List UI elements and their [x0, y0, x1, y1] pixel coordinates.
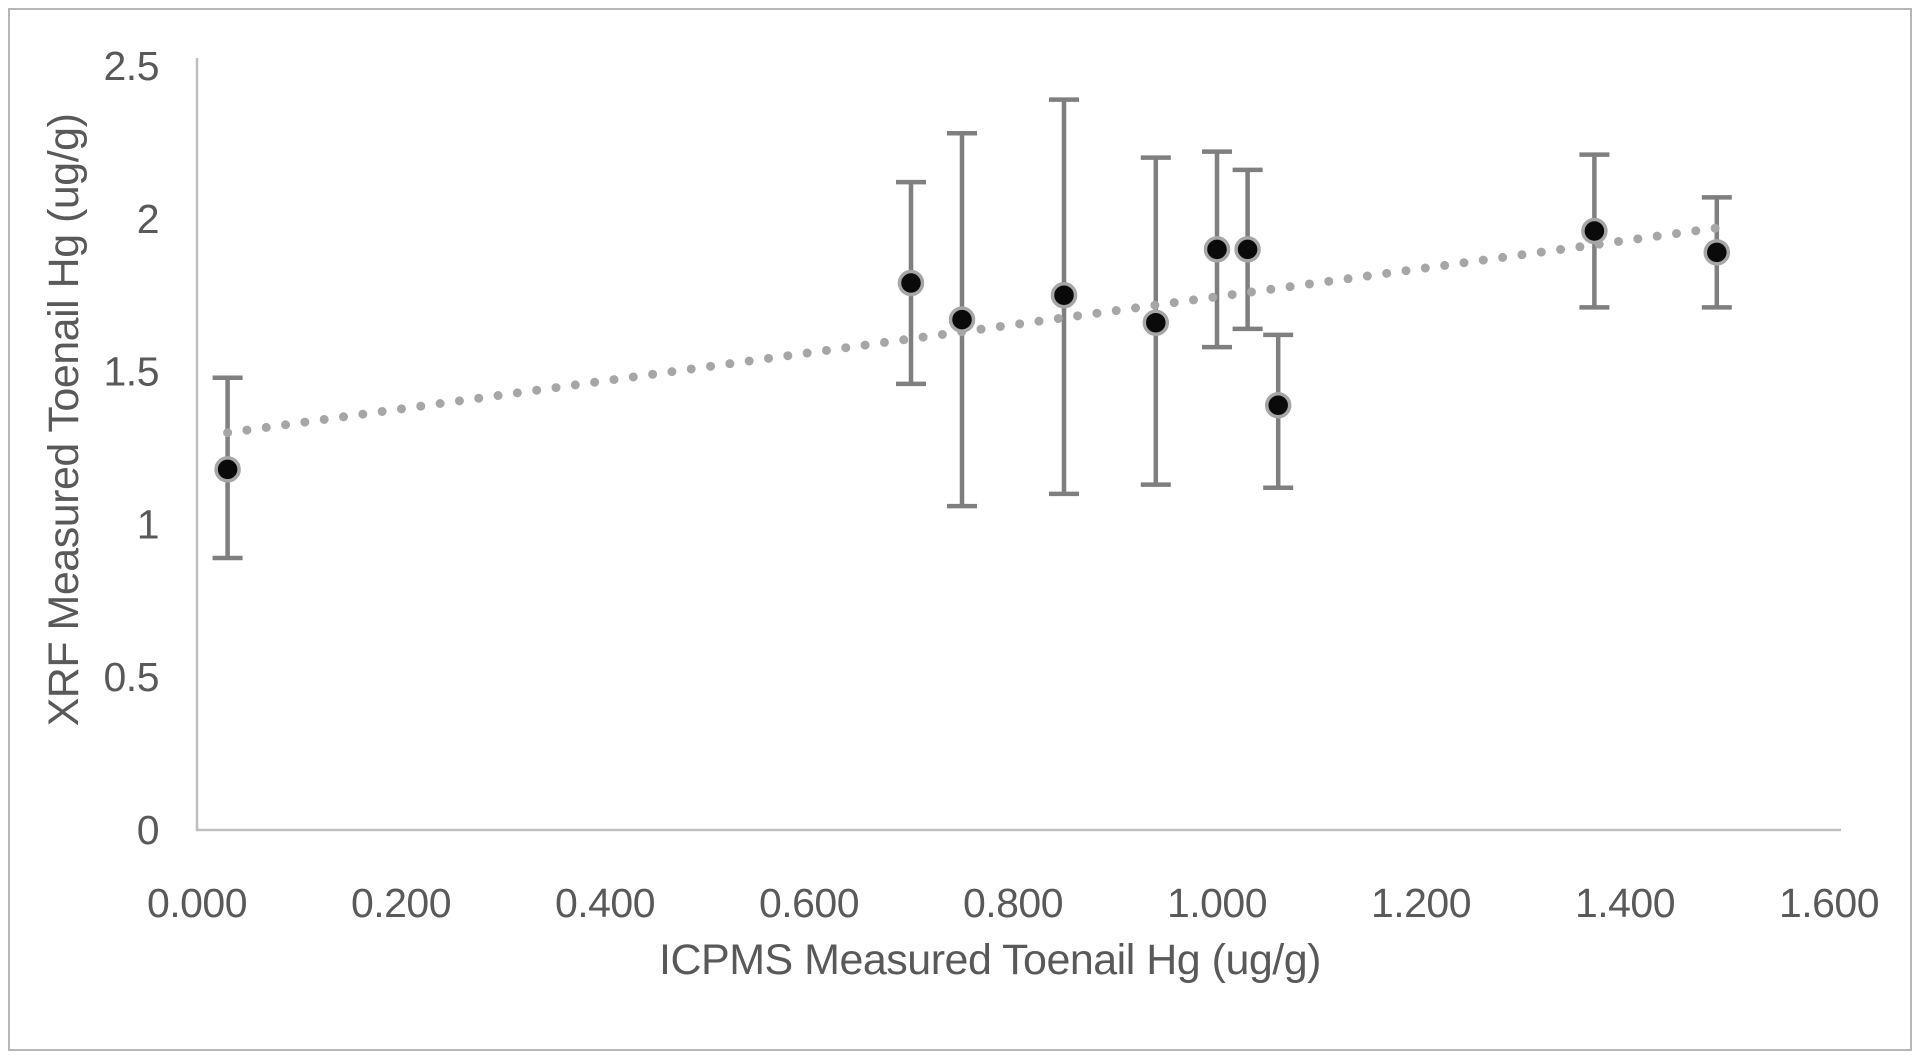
y-tick-label: 0.5	[104, 654, 160, 700]
trendline-layer	[223, 223, 1722, 438]
y-tick-label: 1.5	[104, 349, 160, 395]
data-point-marker	[1234, 236, 1261, 263]
data-point-marker	[948, 306, 976, 333]
data-point-marker	[1264, 391, 1292, 419]
axes-layer: 0 0.5 1 1.5 2 2.5 0.000 0.200 0.400 0.600 0.800 1.0…	[104, 43, 1880, 926]
data-point-marker	[1050, 281, 1078, 309]
markers-layer	[214, 217, 1731, 483]
data-point-marker	[1142, 309, 1170, 336]
y-tick-label: 2.5	[104, 43, 160, 89]
data-point-marker	[214, 456, 241, 483]
x-tick-label: 1.000	[1167, 880, 1267, 926]
x-tick-label: 0.000	[147, 880, 247, 926]
y-tick-label: 0	[137, 807, 159, 853]
error-bars-layer	[212, 97, 1732, 561]
y-tick-label: 1	[137, 501, 159, 547]
x-tick-label: 0.200	[351, 880, 451, 926]
x-tick-label: 0.600	[759, 880, 859, 926]
data-point-marker	[897, 269, 925, 297]
y-axis-title: XRF Measured Toenail Hg (ug/g)	[40, 114, 88, 727]
y-tick-label: 2	[137, 196, 159, 242]
data-point-marker	[1581, 217, 1608, 245]
x-axis-title: ICPMS Measured Toenail Hg (ug/g)	[659, 936, 1321, 984]
x-tick-label: 1.600	[1779, 880, 1879, 926]
x-tick-label: 0.800	[963, 880, 1063, 926]
data-point-marker	[1203, 236, 1231, 263]
x-tick-label: 0.400	[555, 880, 655, 926]
x-tick-label: 1.400	[1575, 880, 1675, 926]
data-point-marker	[1703, 239, 1731, 266]
trendline	[223, 223, 1722, 438]
x-tick-label: 1.200	[1371, 880, 1471, 926]
